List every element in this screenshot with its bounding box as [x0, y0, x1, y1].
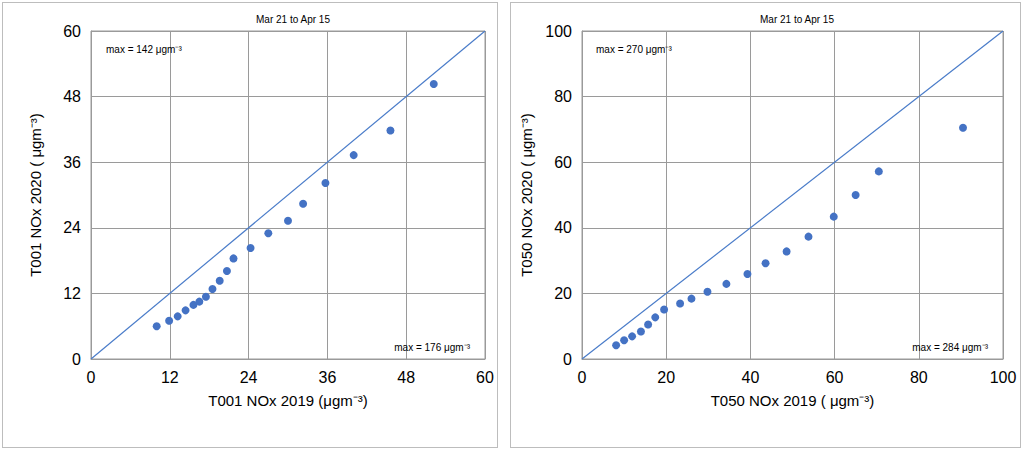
svg-text:T001 NOx 2019 (μgm⁻³): T001 NOx 2019 (μgm⁻³) — [208, 392, 368, 409]
svg-text:12: 12 — [63, 285, 81, 302]
svg-text:20: 20 — [657, 369, 675, 386]
svg-text:60: 60 — [476, 369, 494, 386]
svg-text:Mar 21 to Apr 15: Mar 21 to Apr 15 — [256, 14, 330, 25]
svg-text:100: 100 — [545, 23, 572, 40]
svg-text:20: 20 — [554, 285, 572, 302]
svg-text:max = 270 μgm⁻³: max = 270 μgm⁻³ — [596, 44, 672, 55]
svg-text:0: 0 — [563, 351, 572, 368]
svg-text:48: 48 — [63, 88, 81, 105]
svg-text:max = 176 μgm⁻³: max = 176 μgm⁻³ — [394, 342, 470, 353]
svg-text:T050 NOx 2019 ( μgm⁻³): T050 NOx 2019 ( μgm⁻³) — [711, 392, 875, 409]
svg-text:60: 60 — [554, 154, 572, 171]
svg-text:40: 40 — [554, 219, 572, 236]
svg-text:0: 0 — [72, 351, 81, 368]
svg-text:80: 80 — [910, 369, 928, 386]
svg-text:T050 NOx 2020 ( μgm⁻³): T050 NOx 2020 ( μgm⁻³) — [518, 113, 535, 277]
svg-text:12: 12 — [161, 369, 179, 386]
svg-text:0: 0 — [87, 369, 96, 386]
svg-text:T001 NOx 2020 ( μgm⁻³): T001 NOx 2020 ( μgm⁻³) — [27, 113, 44, 277]
svg-text:36: 36 — [63, 154, 81, 171]
svg-text:40: 40 — [742, 369, 760, 386]
svg-text:24: 24 — [240, 369, 258, 386]
svg-text:60: 60 — [826, 369, 844, 386]
svg-text:48: 48 — [397, 369, 415, 386]
svg-text:80: 80 — [554, 88, 572, 105]
svg-text:60: 60 — [63, 23, 81, 40]
svg-text:36: 36 — [319, 369, 337, 386]
svg-text:max = 142 μgm⁻³: max = 142 μgm⁻³ — [106, 44, 182, 55]
svg-text:100: 100 — [990, 369, 1017, 386]
svg-text:24: 24 — [63, 219, 81, 236]
svg-text:max = 284 μgm⁻³: max = 284 μgm⁻³ — [912, 342, 988, 353]
svg-text:0: 0 — [578, 369, 587, 386]
svg-text:Mar 21 to Apr 15: Mar 21 to Apr 15 — [760, 14, 834, 25]
